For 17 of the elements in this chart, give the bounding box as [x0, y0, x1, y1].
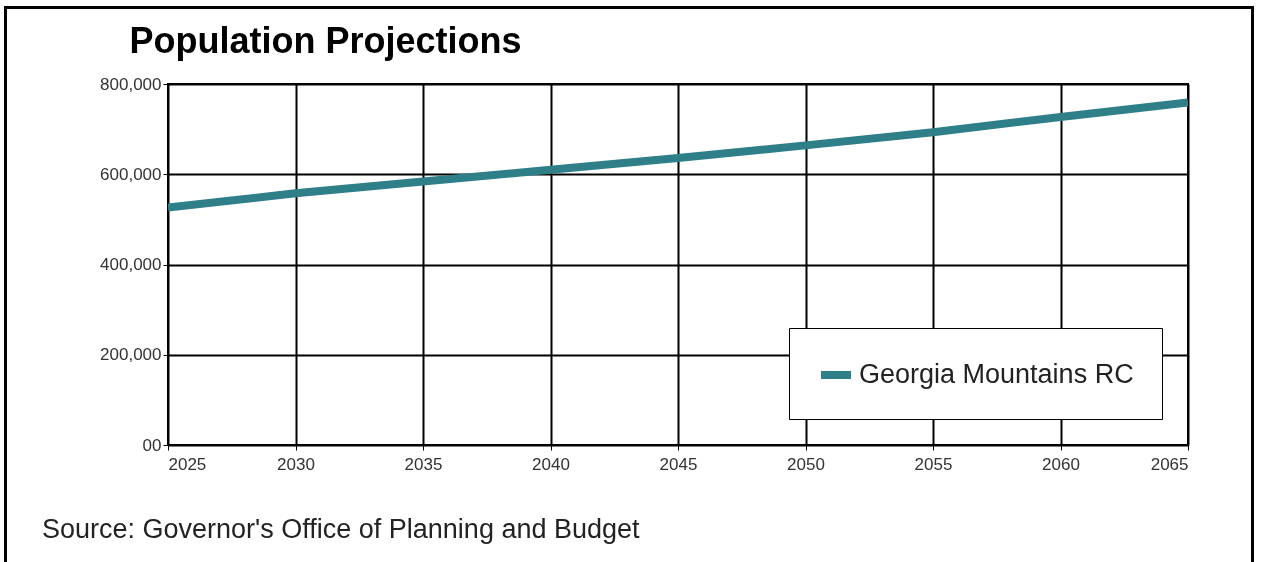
x-tick-label: 2055 [914, 454, 953, 474]
x-tick-label: 2045 [659, 454, 698, 474]
y-tick-label: 200,000 [100, 345, 162, 365]
x-tick-label: 2040 [532, 454, 570, 474]
x-tick-label: 2065 [1150, 454, 1189, 474]
x-tick-label: 2050 [787, 454, 825, 474]
legend-label: Georgia Mountains RC [859, 359, 1134, 389]
x-tick-label: 2025 [168, 454, 207, 474]
x-tick-label: 2035 [404, 454, 443, 474]
x-tick-label: 2060 [1042, 454, 1080, 474]
y-tick-label: 600,000 [100, 164, 162, 184]
source-note: Source: Governor's Office of Planning and Budget [42, 514, 640, 545]
y-tick-label: 00 [142, 435, 162, 455]
x-tick-label: 2030 [277, 454, 315, 474]
y-tick-label: 400,000 [100, 255, 162, 274]
y-tick-label: 800,000 [100, 74, 162, 94]
chart-title: Population Projections [129, 20, 522, 61]
